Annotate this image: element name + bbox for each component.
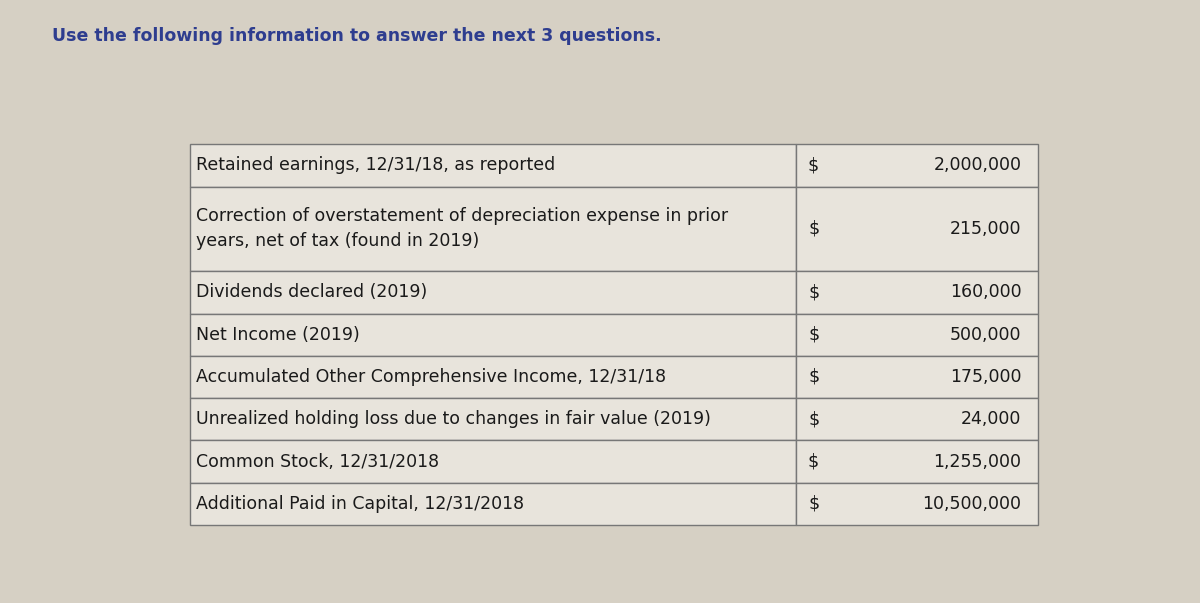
Text: Net Income (2019): Net Income (2019)	[197, 326, 360, 344]
FancyBboxPatch shape	[190, 440, 797, 483]
FancyBboxPatch shape	[797, 398, 1038, 440]
FancyBboxPatch shape	[190, 187, 797, 271]
Text: 175,000: 175,000	[950, 368, 1021, 386]
Text: $: $	[809, 495, 820, 513]
Text: $: $	[809, 157, 826, 174]
Text: 10,500,000: 10,500,000	[923, 495, 1021, 513]
Text: Accumulated Other Comprehensive Income, 12/31/18: Accumulated Other Comprehensive Income, …	[197, 368, 667, 386]
FancyBboxPatch shape	[797, 144, 1038, 187]
Text: 24,000: 24,000	[961, 410, 1021, 428]
Text: Dividends declared (2019): Dividends declared (2019)	[197, 283, 427, 302]
FancyBboxPatch shape	[190, 314, 797, 356]
Text: Use the following information to answer the next 3 questions.: Use the following information to answer …	[52, 27, 661, 45]
FancyBboxPatch shape	[190, 398, 797, 440]
FancyBboxPatch shape	[190, 483, 797, 525]
FancyBboxPatch shape	[797, 271, 1038, 314]
Text: $: $	[809, 283, 820, 302]
Text: $: $	[809, 453, 826, 470]
Text: $: $	[809, 410, 820, 428]
Text: Correction of overstatement of depreciation expense in prior
years, net of tax (: Correction of overstatement of depreciat…	[197, 207, 728, 250]
FancyBboxPatch shape	[797, 187, 1038, 271]
FancyBboxPatch shape	[190, 356, 797, 398]
FancyBboxPatch shape	[190, 144, 797, 187]
Text: $: $	[809, 326, 820, 344]
Text: Common Stock, 12/31/2018: Common Stock, 12/31/2018	[197, 453, 439, 470]
Text: Unrealized holding loss due to changes in fair value (2019): Unrealized holding loss due to changes i…	[197, 410, 712, 428]
FancyBboxPatch shape	[797, 356, 1038, 398]
Text: 215,000: 215,000	[950, 220, 1021, 238]
FancyBboxPatch shape	[797, 440, 1038, 483]
Text: $: $	[809, 220, 820, 238]
Text: Additional Paid in Capital, 12/31/2018: Additional Paid in Capital, 12/31/2018	[197, 495, 524, 513]
FancyBboxPatch shape	[190, 271, 797, 314]
Text: 160,000: 160,000	[949, 283, 1021, 302]
Text: 1,255,000: 1,255,000	[934, 453, 1021, 470]
Text: 2,000,000: 2,000,000	[934, 157, 1021, 174]
Text: 500,000: 500,000	[950, 326, 1021, 344]
FancyBboxPatch shape	[797, 483, 1038, 525]
Text: Retained earnings, 12/31/18, as reported: Retained earnings, 12/31/18, as reported	[197, 157, 556, 174]
Text: $: $	[809, 368, 820, 386]
FancyBboxPatch shape	[797, 314, 1038, 356]
